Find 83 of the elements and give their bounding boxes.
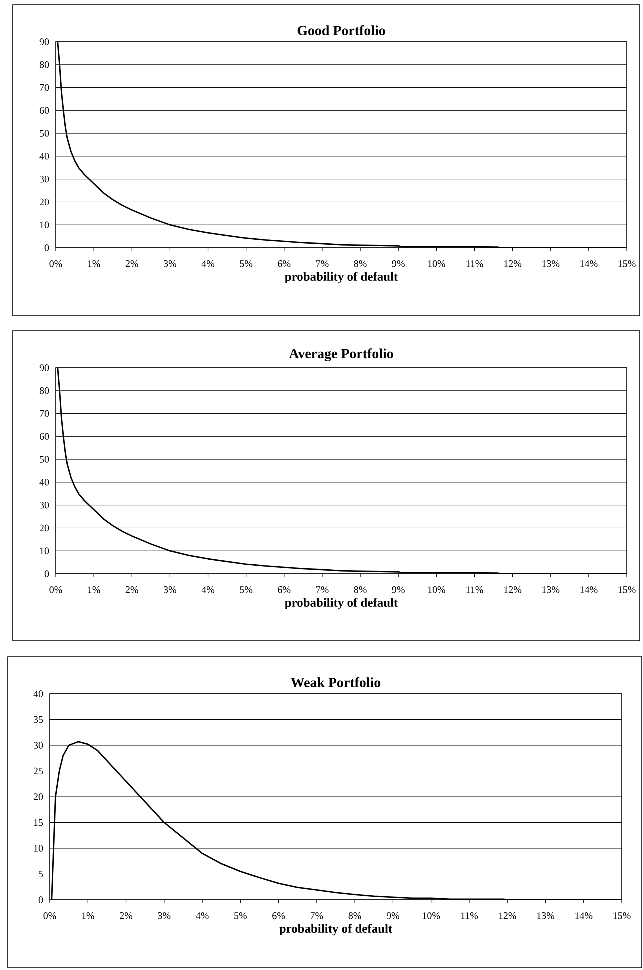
y-tick-label: 10	[34, 845, 44, 852]
x-tick-label: 4%	[196, 912, 209, 920]
y-tick-label: 0	[44, 570, 50, 578]
x-tick-label: 14%	[580, 260, 598, 268]
x-tick-label: 10%	[423, 912, 440, 920]
x-tick-label: 5%	[240, 260, 253, 268]
x-tick-label: 15%	[614, 912, 631, 920]
y-tick-label: 40	[40, 153, 50, 160]
y-tick-label: 90	[40, 364, 50, 372]
x-axis-title: probability of default	[285, 272, 398, 284]
x-tick-label: 9%	[392, 586, 405, 594]
x-tick-label: 15%	[618, 260, 636, 268]
x-tick-label: 5%	[240, 586, 253, 594]
chart-title: Good Portfolio	[298, 26, 386, 36]
x-tick-label: 14%	[580, 586, 598, 594]
y-tick-label: 40	[34, 690, 44, 698]
x-tick-label: 12%	[504, 586, 522, 594]
x-tick-label: 6%	[278, 260, 291, 268]
x-tick-label: 1%	[88, 586, 100, 594]
y-tick-label: 15	[34, 819, 44, 826]
x-tick-label: 13%	[542, 260, 560, 268]
x-tick-label: 8%	[348, 912, 362, 920]
chart-title: Average Portfolio	[289, 348, 394, 362]
x-axis-title: probability of default	[285, 598, 398, 610]
x-tick-label: 10%	[428, 586, 446, 594]
x-tick-label: 12%	[499, 912, 516, 920]
y-tick-label: 80	[40, 388, 50, 394]
y-tick-label: 50	[40, 456, 50, 463]
x-tick-label: 11%	[461, 912, 478, 920]
x-tick-label: 11%	[466, 586, 484, 594]
x-tick-label: 9%	[386, 912, 400, 920]
y-tick-label: 0	[38, 896, 44, 904]
x-tick-label: 14%	[576, 912, 593, 920]
x-tick-label: 6%	[272, 912, 286, 920]
y-tick-label: 80	[40, 62, 50, 68]
x-tick-label: 7%	[310, 912, 324, 920]
x-tick-label: 3%	[164, 586, 177, 594]
x-tick-label: 13%	[542, 586, 560, 594]
x-tick-label: 3%	[158, 912, 171, 920]
y-tick-label: 30	[40, 502, 50, 509]
y-tick-label: 70	[40, 410, 50, 418]
y-tick-label: 10	[40, 222, 50, 228]
x-tick-label: 4%	[202, 260, 215, 268]
y-tick-label: 10	[40, 548, 50, 554]
x-tick-label: 4%	[202, 586, 215, 594]
x-tick-label: 6%	[278, 586, 291, 594]
x-tick-label: 13%	[537, 912, 555, 920]
x-tick-label: 12%	[504, 260, 522, 268]
x-tick-label: 9%	[392, 260, 405, 268]
y-tick-label: 5	[39, 870, 44, 878]
x-tick-label: 2%	[126, 586, 138, 594]
x-tick-label: 3%	[164, 260, 177, 268]
y-tick-label: 30	[40, 176, 50, 183]
x-tick-label: 2%	[126, 260, 138, 268]
y-tick-label: 70	[40, 84, 50, 92]
x-tick-label: 0%	[50, 260, 62, 268]
x-tick-label: 15%	[618, 586, 636, 594]
y-tick-label: 60	[40, 107, 50, 114]
y-tick-label: 20	[34, 794, 44, 800]
y-tick-label: 35	[34, 716, 44, 724]
x-tick-label: 8%	[354, 586, 367, 594]
y-tick-label: 40	[40, 479, 50, 486]
y-tick-label: 30	[34, 742, 44, 749]
x-tick-label: 5%	[234, 912, 247, 920]
y-tick-label: 25	[34, 768, 44, 775]
y-tick-label: 50	[40, 130, 50, 137]
y-tick-label: 60	[40, 433, 50, 440]
x-tick-label: 0%	[44, 912, 56, 920]
chart-title: Weak Portfolio	[291, 677, 381, 688]
y-tick-label: 90	[40, 38, 50, 46]
x-tick-label: 10%	[428, 260, 446, 268]
y-tick-label: 20	[40, 198, 50, 206]
x-tick-label: 7%	[316, 260, 329, 268]
x-axis-title: probability of default	[280, 924, 393, 936]
x-tick-label: 1%	[88, 260, 100, 268]
y-tick-label: 20	[40, 524, 50, 532]
x-tick-label: 8%	[354, 260, 367, 268]
x-tick-label: 7%	[316, 586, 329, 594]
x-tick-label: 11%	[466, 260, 484, 268]
x-tick-label: 1%	[82, 912, 94, 920]
x-tick-label: 0%	[50, 586, 62, 594]
x-tick-label: 2%	[120, 912, 133, 920]
y-tick-label: 0	[44, 244, 50, 252]
